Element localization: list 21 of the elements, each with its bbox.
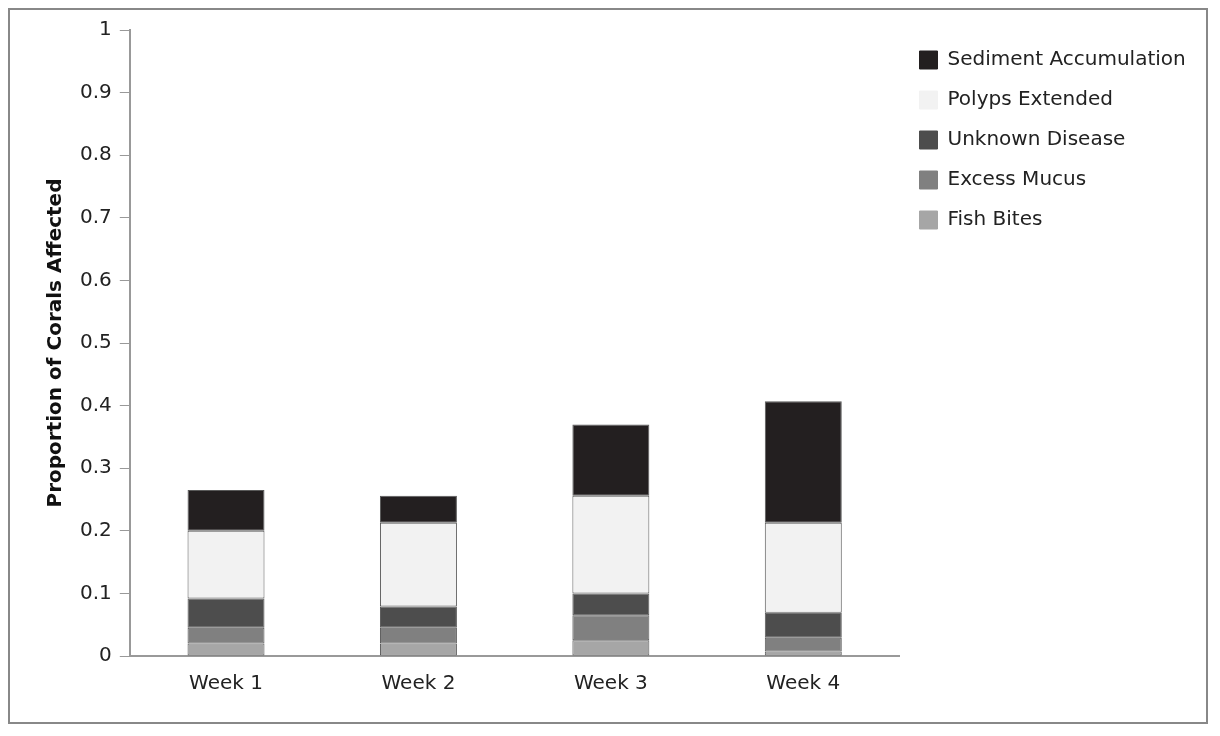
x-tick-label: Week 3 [573, 670, 648, 695]
y-tick-label: 0.3 [79, 454, 112, 479]
y-tick-label: 0.6 [79, 266, 112, 291]
y-tick-label: 0 [99, 642, 112, 667]
y-tick-label: 0.5 [79, 329, 112, 354]
x-tick-label: Week 2 [381, 670, 456, 695]
x-tick-label: Week 1 [189, 670, 263, 695]
legend-label: Fish Bites [947, 206, 1043, 231]
legend-label: Excess Mucus [947, 166, 1087, 191]
legend-label: Sediment Accumulation [947, 46, 1186, 71]
y-tick-label: 1 [99, 16, 112, 41]
legend-label: Unknown Disease [947, 126, 1126, 151]
y-tick-label: 0.8 [79, 141, 112, 166]
legend-label: Polyps Extended [947, 86, 1113, 111]
x-tick-label: Week 4 [766, 670, 841, 695]
y-tick-label: 0.7 [79, 204, 112, 228]
y-tick-label: 0.1 [79, 579, 112, 604]
y-axis-title: Proportion of Corals Affected [42, 178, 67, 508]
y-tick-label: 0.9 [79, 78, 112, 103]
y-tick-label: 0.2 [79, 517, 112, 541]
y-tick-label: 0.4 [79, 391, 112, 416]
